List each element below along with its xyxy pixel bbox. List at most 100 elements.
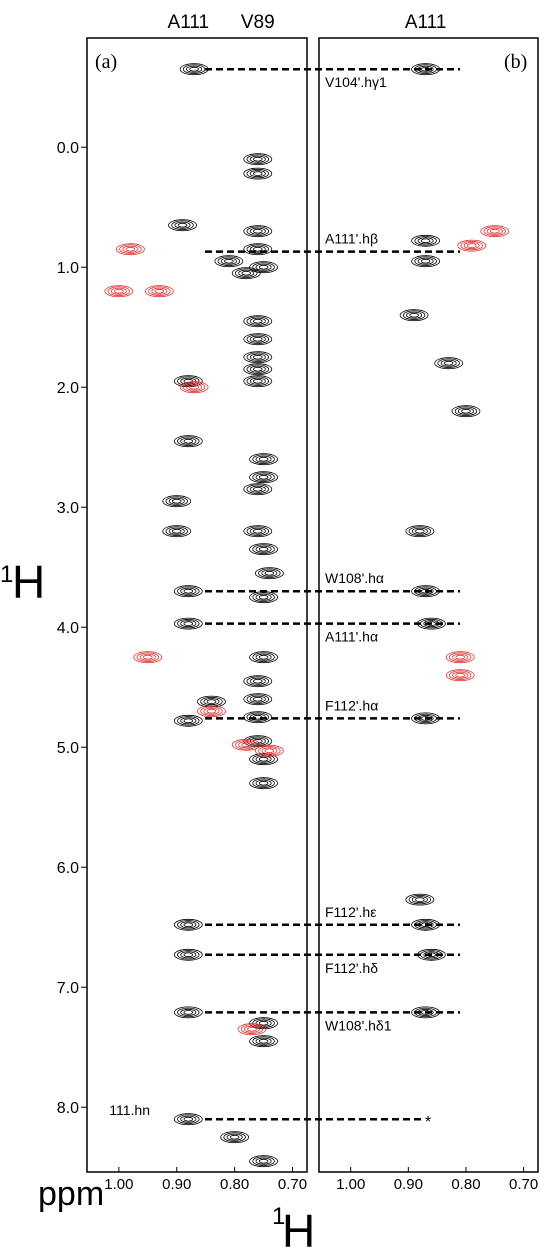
peak-contour (189, 384, 199, 390)
peak-contour (252, 171, 263, 176)
peak-contour (165, 496, 188, 506)
peak-contour (249, 737, 266, 745)
peak-contour (417, 237, 434, 245)
peak-contour (417, 257, 434, 265)
peak-contour (186, 383, 203, 391)
assignment-label: W108'.hα (325, 570, 384, 586)
peak-contour (154, 288, 165, 294)
peak (179, 63, 209, 76)
peak-contour (414, 236, 437, 246)
peak-contour (452, 671, 469, 679)
peak-contour (420, 258, 431, 264)
peak-contour (252, 246, 263, 252)
peak-contour (142, 654, 153, 660)
peak-contour (125, 246, 136, 252)
peak (243, 525, 273, 538)
y-tick-label: 0.0 (57, 140, 79, 157)
peak-contour (252, 696, 263, 702)
peak (173, 714, 203, 727)
peak-contour (224, 258, 234, 264)
peak (249, 1035, 278, 1048)
peak-contour (114, 288, 124, 294)
peak-contour (252, 366, 263, 372)
peak (249, 753, 278, 766)
peak (399, 309, 429, 322)
peak-contour (241, 742, 252, 748)
peak (220, 1131, 250, 1144)
peak (249, 651, 278, 664)
peak (411, 234, 441, 247)
peak (405, 525, 435, 538)
peak-contour (180, 437, 197, 445)
peak-contour (246, 334, 269, 344)
peak-contour (217, 256, 241, 266)
peak (249, 1017, 278, 1030)
peak-contour (122, 245, 139, 253)
peak-contour (252, 678, 263, 684)
peak (445, 651, 475, 664)
column-label: V89 (241, 12, 275, 33)
peak-contour (255, 653, 272, 661)
peak-contour (411, 896, 428, 904)
peak-contour (246, 736, 269, 746)
peak-contour (252, 652, 275, 662)
peak-contour (402, 310, 426, 320)
x-axis-label: H (282, 1205, 315, 1251)
peak-contour (255, 593, 272, 601)
peak-contour (235, 268, 258, 278)
peak-contour (107, 286, 131, 296)
peak-contour (183, 438, 194, 444)
peak-contour (246, 226, 269, 236)
peak-contour (252, 1156, 275, 1166)
peak-contour (246, 676, 269, 686)
peak-contour (455, 654, 465, 660)
assignment-end-mark: * (425, 1114, 431, 1131)
peak-contour (183, 1010, 194, 1015)
peak-contour (408, 526, 432, 536)
peak-contour (252, 354, 263, 360)
peak-contour (252, 454, 275, 464)
peak-contour (252, 1018, 275, 1028)
y-axis-label: H (12, 556, 45, 608)
assignment-label: V104'.hγ1 (325, 74, 387, 90)
assignment-label: A111'.hα (325, 629, 378, 645)
y-tick-label: 6.0 (57, 860, 79, 877)
peak-contour (226, 1133, 243, 1141)
peak-contour (177, 920, 200, 930)
x-tick-label: 0.80 (451, 1176, 480, 1193)
peak (243, 333, 273, 346)
peak-contour (454, 406, 478, 416)
peak-contour (180, 620, 197, 628)
peak (243, 351, 273, 364)
peak-contour (489, 228, 500, 234)
peak-contour (249, 353, 266, 361)
peak-contour (238, 741, 255, 749)
peak-contour (220, 257, 237, 265)
peak-contour (411, 527, 428, 535)
peak-contour (252, 1036, 275, 1046)
peak-contour (258, 780, 269, 786)
peak (249, 1155, 278, 1168)
peak-contour (252, 336, 263, 342)
peak-contour (177, 436, 200, 446)
peak-contour (180, 921, 197, 929)
assignment-label: W108'.hδ1 (325, 1017, 392, 1033)
peak-contour (252, 592, 275, 602)
peak-contour (177, 1007, 200, 1018)
x-tick-label: 1.00 (104, 1176, 133, 1193)
peak (173, 918, 203, 931)
peak-contour (252, 262, 275, 272)
peak-contour (252, 228, 263, 234)
x-tick-label: 0.80 (220, 1176, 249, 1193)
panel-frame (318, 37, 539, 1173)
peak-contour (252, 472, 275, 482)
peak (243, 315, 273, 328)
peak-contour (177, 586, 200, 596)
peak-contour (183, 378, 194, 384)
peak-contour (415, 528, 425, 534)
peak (249, 591, 278, 604)
peak-contour (183, 621, 194, 626)
peak-contour (483, 226, 506, 236)
peak-contour (258, 1158, 269, 1164)
